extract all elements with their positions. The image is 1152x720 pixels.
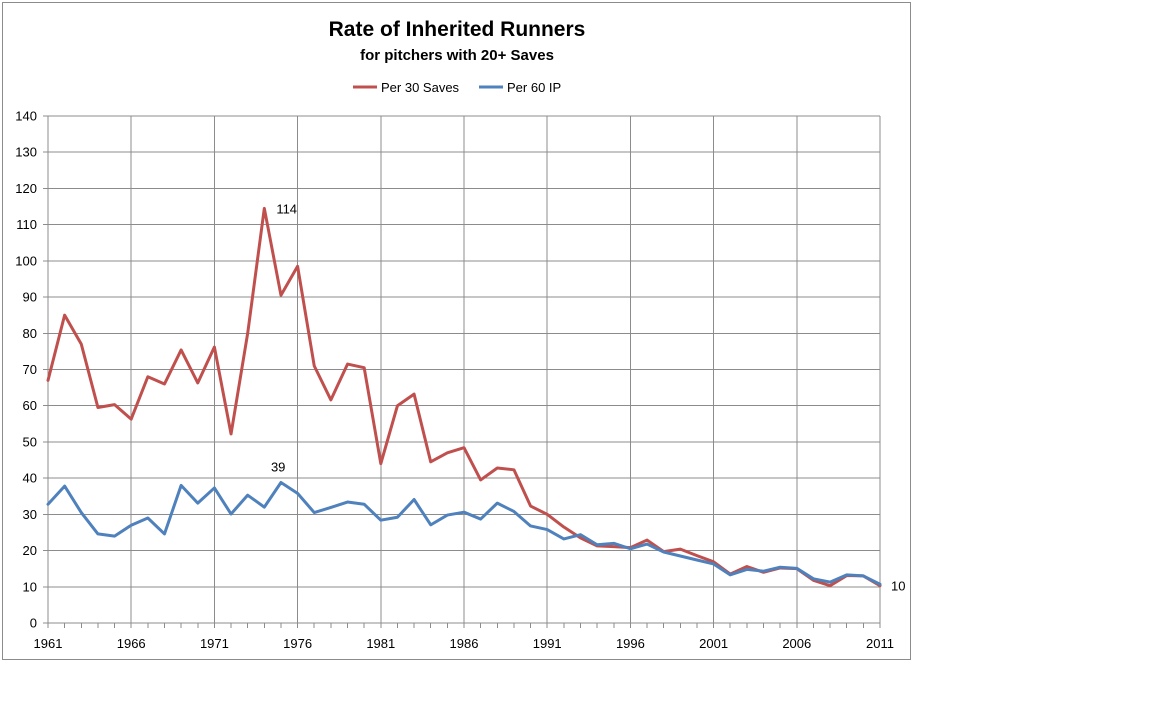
axes: 0 10 20 30 40 50 60 70 80 90 100 110 120 130 140 1961 19… [15,109,894,652]
x-tick-label: 2006 [782,636,811,651]
data-label: 10 [891,579,905,594]
y-tick-label: 30 [23,507,37,522]
x-tick-label: 2011 [866,636,894,651]
y-tick-label: 10 [23,579,37,594]
x-tick-label: 1981 [366,636,395,651]
grid [48,115,881,623]
y-tick-label: 80 [23,326,37,341]
x-tick-label: 1971 [200,636,229,651]
x-tick-label: 1966 [117,636,146,651]
x-tick-label: 1991 [533,636,562,651]
x-tick-label: 2001 [699,636,728,651]
y-tick-label: 120 [15,181,37,196]
x-tick-label: 1996 [616,636,645,651]
y-tick-label: 70 [23,362,37,377]
y-tick-label: 100 [15,253,37,268]
chart-subtitle: for pitchers with 20+ Saves [360,47,554,64]
legend: Per 30 Saves Per 60 IP [353,80,561,95]
y-tick-label: 50 [23,434,37,449]
y-tick-label: 110 [16,217,37,232]
series-lines [46,206,882,588]
chart-title: Rate of Inherited Runners [329,18,586,41]
data-labels: 114 39 10 [271,201,906,593]
y-tick-label: 0 [30,616,37,631]
chart-header: Rate of Inherited Runners for pitchers w… [329,18,586,64]
series-line-per-60-ip [46,480,882,586]
legend-label: Per 60 IP [507,80,561,95]
y-tick-label: 90 [23,290,37,305]
x-tick-label: 1961 [34,636,63,651]
x-tick-label: 1976 [283,636,312,651]
y-tick-label: 20 [23,543,37,558]
y-tick-label: 60 [23,398,37,413]
y-tick-label: 140 [15,109,37,124]
y-tick-label: 40 [23,471,37,486]
chart-frame: 0 10 20 30 40 50 60 70 80 90 100 110 120 130 140 1961 19… [2,2,911,660]
x-tick-label: 1986 [450,636,479,651]
line-chart: 0 10 20 30 40 50 60 70 80 90 100 110 120 130 140 1961 19… [15,18,906,652]
legend-label: Per 30 Saves [381,80,460,95]
data-label: 39 [271,459,285,474]
y-tick-label: 130 [15,145,37,160]
series-line-per-30-saves [46,206,882,588]
data-label: 114 [276,201,297,216]
